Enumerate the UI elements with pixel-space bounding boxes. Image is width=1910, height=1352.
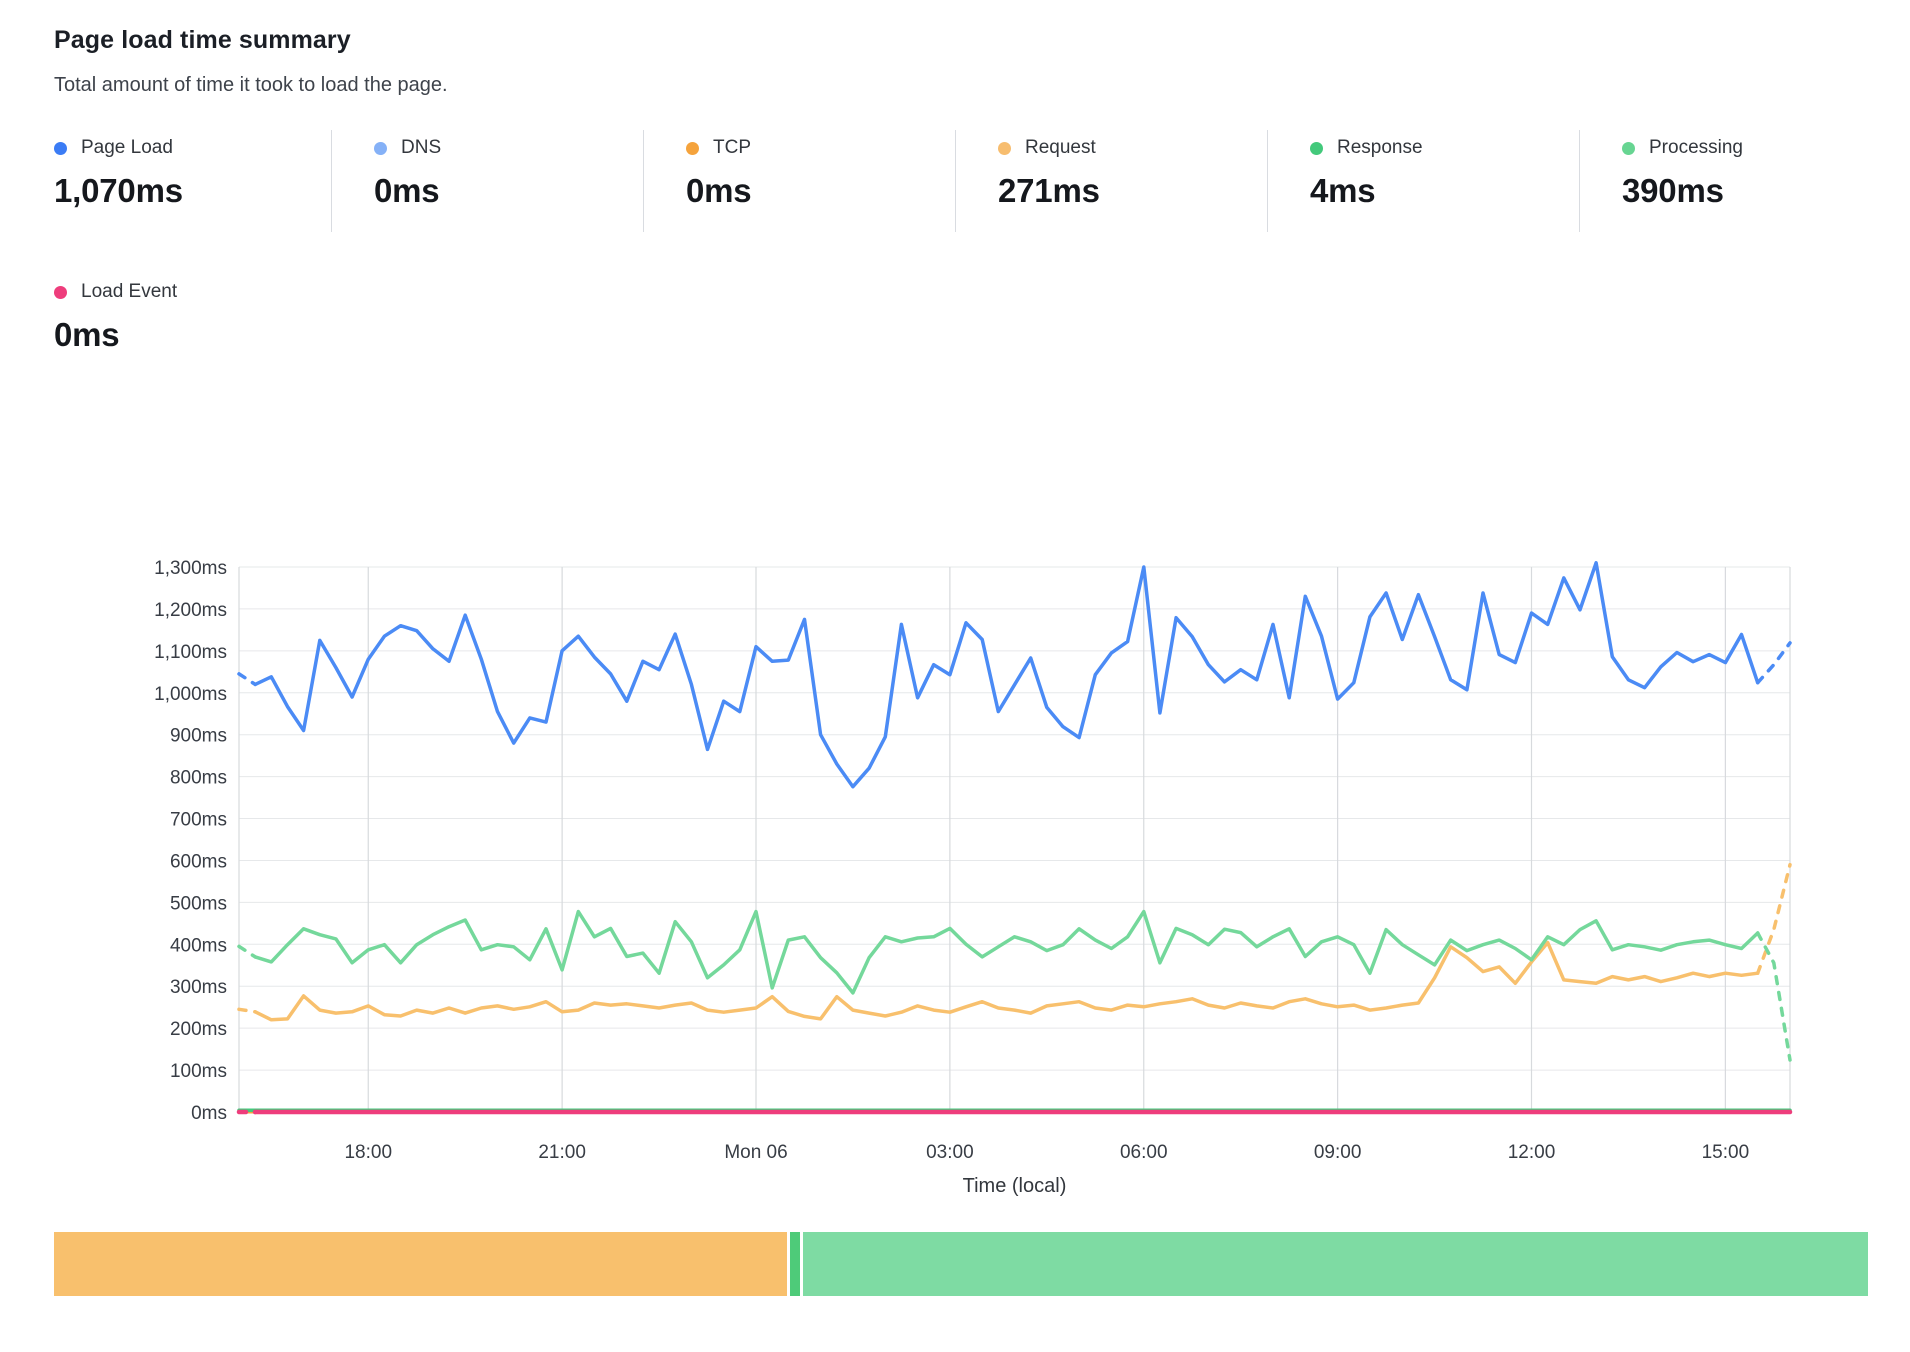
metric-label: Response xyxy=(1337,137,1423,158)
svg-text:15:00: 15:00 xyxy=(1702,1142,1750,1163)
tcp-dot-icon xyxy=(686,141,699,155)
metrics-summary-row: Page Load 1,070ms DNS 0ms TCP 0ms Reques… xyxy=(54,130,1910,232)
response-dot-icon xyxy=(1310,141,1323,155)
svg-text:600ms: 600ms xyxy=(170,851,227,872)
series-request xyxy=(253,940,1760,1022)
chart-axis-labels: 0ms 100ms 200ms 300ms 400ms 500ms 600ms 700ms 80… xyxy=(154,558,1749,1197)
metric-value: 0ms xyxy=(374,172,440,209)
svg-text:03:00: 03:00 xyxy=(926,1142,974,1163)
svg-text:400ms: 400ms xyxy=(170,935,227,956)
metric-label: DNS xyxy=(401,137,442,158)
chart-series xyxy=(236,561,1793,1115)
legend-item-request[interactable]: Request 271ms xyxy=(955,130,1267,232)
svg-text:1,300ms: 1,300ms xyxy=(154,558,227,579)
metric-value: 0ms xyxy=(54,316,120,353)
request-dot-icon xyxy=(998,141,1011,155)
svg-text:300ms: 300ms xyxy=(170,977,227,998)
legend-item-page-load[interactable]: Page Load 1,070ms xyxy=(54,130,331,232)
svg-text:1,200ms: 1,200ms xyxy=(154,600,227,621)
metric-label: Processing xyxy=(1649,137,1743,158)
svg-text:1,100ms: 1,100ms xyxy=(154,642,227,663)
bar-segment-response[interactable] xyxy=(789,1232,800,1296)
series-request xyxy=(1755,862,1792,975)
svg-text:800ms: 800ms xyxy=(170,768,227,789)
bar-segment-request[interactable] xyxy=(54,1232,787,1296)
page-title: Page load time summary xyxy=(54,26,351,54)
bar-segment-processing[interactable] xyxy=(802,1232,1868,1296)
metric-label: TCP xyxy=(713,137,751,158)
series-page-load xyxy=(1755,641,1792,685)
metric-label: Load Event xyxy=(81,281,178,302)
series-processing xyxy=(1755,931,1792,1062)
svg-text:0ms: 0ms xyxy=(191,1103,227,1124)
svg-text:18:00: 18:00 xyxy=(344,1142,392,1163)
load-event-dot-icon xyxy=(54,285,67,299)
legend-item-dns[interactable]: DNS 0ms xyxy=(331,130,643,232)
metric-value: 271ms xyxy=(998,172,1100,209)
timing-breakdown-bar xyxy=(54,1232,1868,1296)
page-load-dot-icon xyxy=(54,141,67,155)
legend-item-load-event[interactable]: Load Event 0ms xyxy=(54,274,177,374)
svg-text:12:00: 12:00 xyxy=(1508,1142,1556,1163)
svg-text:Mon 06: Mon 06 xyxy=(724,1142,787,1163)
series-request xyxy=(237,1007,257,1014)
metric-value: 0ms xyxy=(686,172,752,209)
chart-gridlines xyxy=(238,566,1791,1113)
svg-text:06:00: 06:00 xyxy=(1120,1142,1168,1163)
page-subtitle: Total amount of time it took to load the… xyxy=(54,74,448,96)
metric-value: 390ms xyxy=(1622,172,1724,209)
svg-text:100ms: 100ms xyxy=(170,1061,227,1082)
legend-item-response[interactable]: Response 4ms xyxy=(1267,130,1579,232)
series-page-load xyxy=(237,672,257,687)
svg-text:200ms: 200ms xyxy=(170,1019,227,1040)
svg-text:Time (local): Time (local) xyxy=(963,1175,1067,1197)
legend-item-tcp[interactable]: TCP 0ms xyxy=(643,130,955,232)
svg-text:500ms: 500ms xyxy=(170,893,227,914)
processing-dot-icon xyxy=(1622,141,1635,155)
metric-label: Page Load xyxy=(81,137,173,158)
svg-text:09:00: 09:00 xyxy=(1314,1142,1362,1163)
metric-value: 4ms xyxy=(1310,172,1376,209)
svg-text:700ms: 700ms xyxy=(170,810,227,831)
series-page-load xyxy=(253,561,1760,789)
series-processing xyxy=(237,944,257,959)
dns-dot-icon xyxy=(374,141,387,155)
metric-value: 1,070ms xyxy=(54,172,183,209)
svg-text:21:00: 21:00 xyxy=(538,1142,586,1163)
metric-label: Request xyxy=(1025,137,1096,158)
svg-text:900ms: 900ms xyxy=(170,726,227,747)
series-processing xyxy=(253,909,1760,995)
svg-text:1,000ms: 1,000ms xyxy=(154,684,227,705)
legend-item-processing[interactable]: Processing 390ms xyxy=(1579,130,1910,232)
